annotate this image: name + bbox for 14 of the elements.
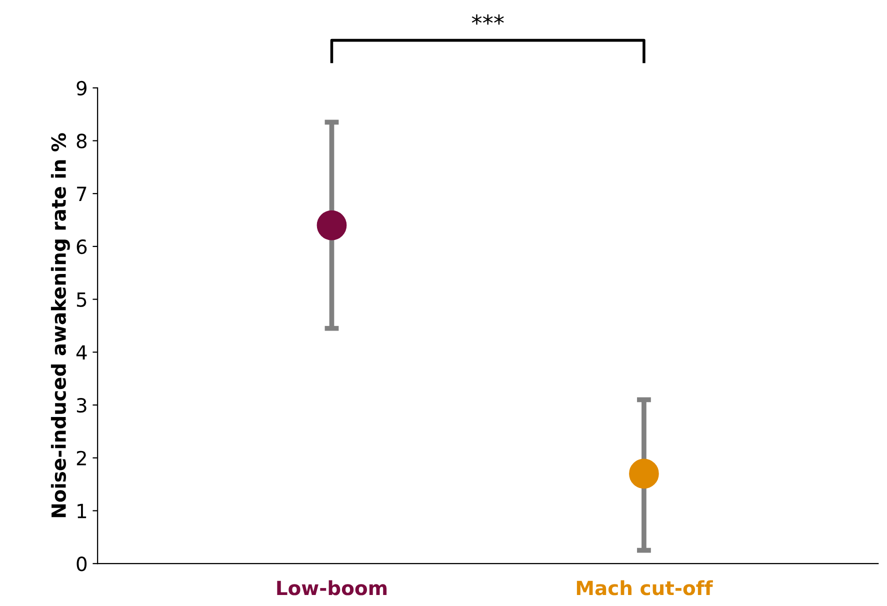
y-tick-label: 7 bbox=[77, 186, 86, 201]
y-axis-title: Noise-induced awakening rate in % bbox=[50, 133, 70, 518]
y-tick-label: 2 bbox=[76, 450, 86, 466]
y-tick-label: 9 bbox=[76, 80, 86, 96]
y-tick-label: 0 bbox=[76, 556, 87, 572]
text: *** bbox=[472, 14, 504, 25]
x-tick-label: Low-boom bbox=[277, 580, 387, 596]
y-tick-label: 8 bbox=[76, 134, 87, 148]
y-tick-label: 3 bbox=[76, 398, 86, 413]
y-tick-label: 1 bbox=[78, 504, 86, 518]
y-tick-label: 5 bbox=[76, 292, 86, 307]
y-tick-label: 6 bbox=[76, 239, 87, 254]
x-tick-label: Mach cut-off bbox=[576, 580, 713, 596]
y-tick-label: 4 bbox=[76, 345, 87, 360]
